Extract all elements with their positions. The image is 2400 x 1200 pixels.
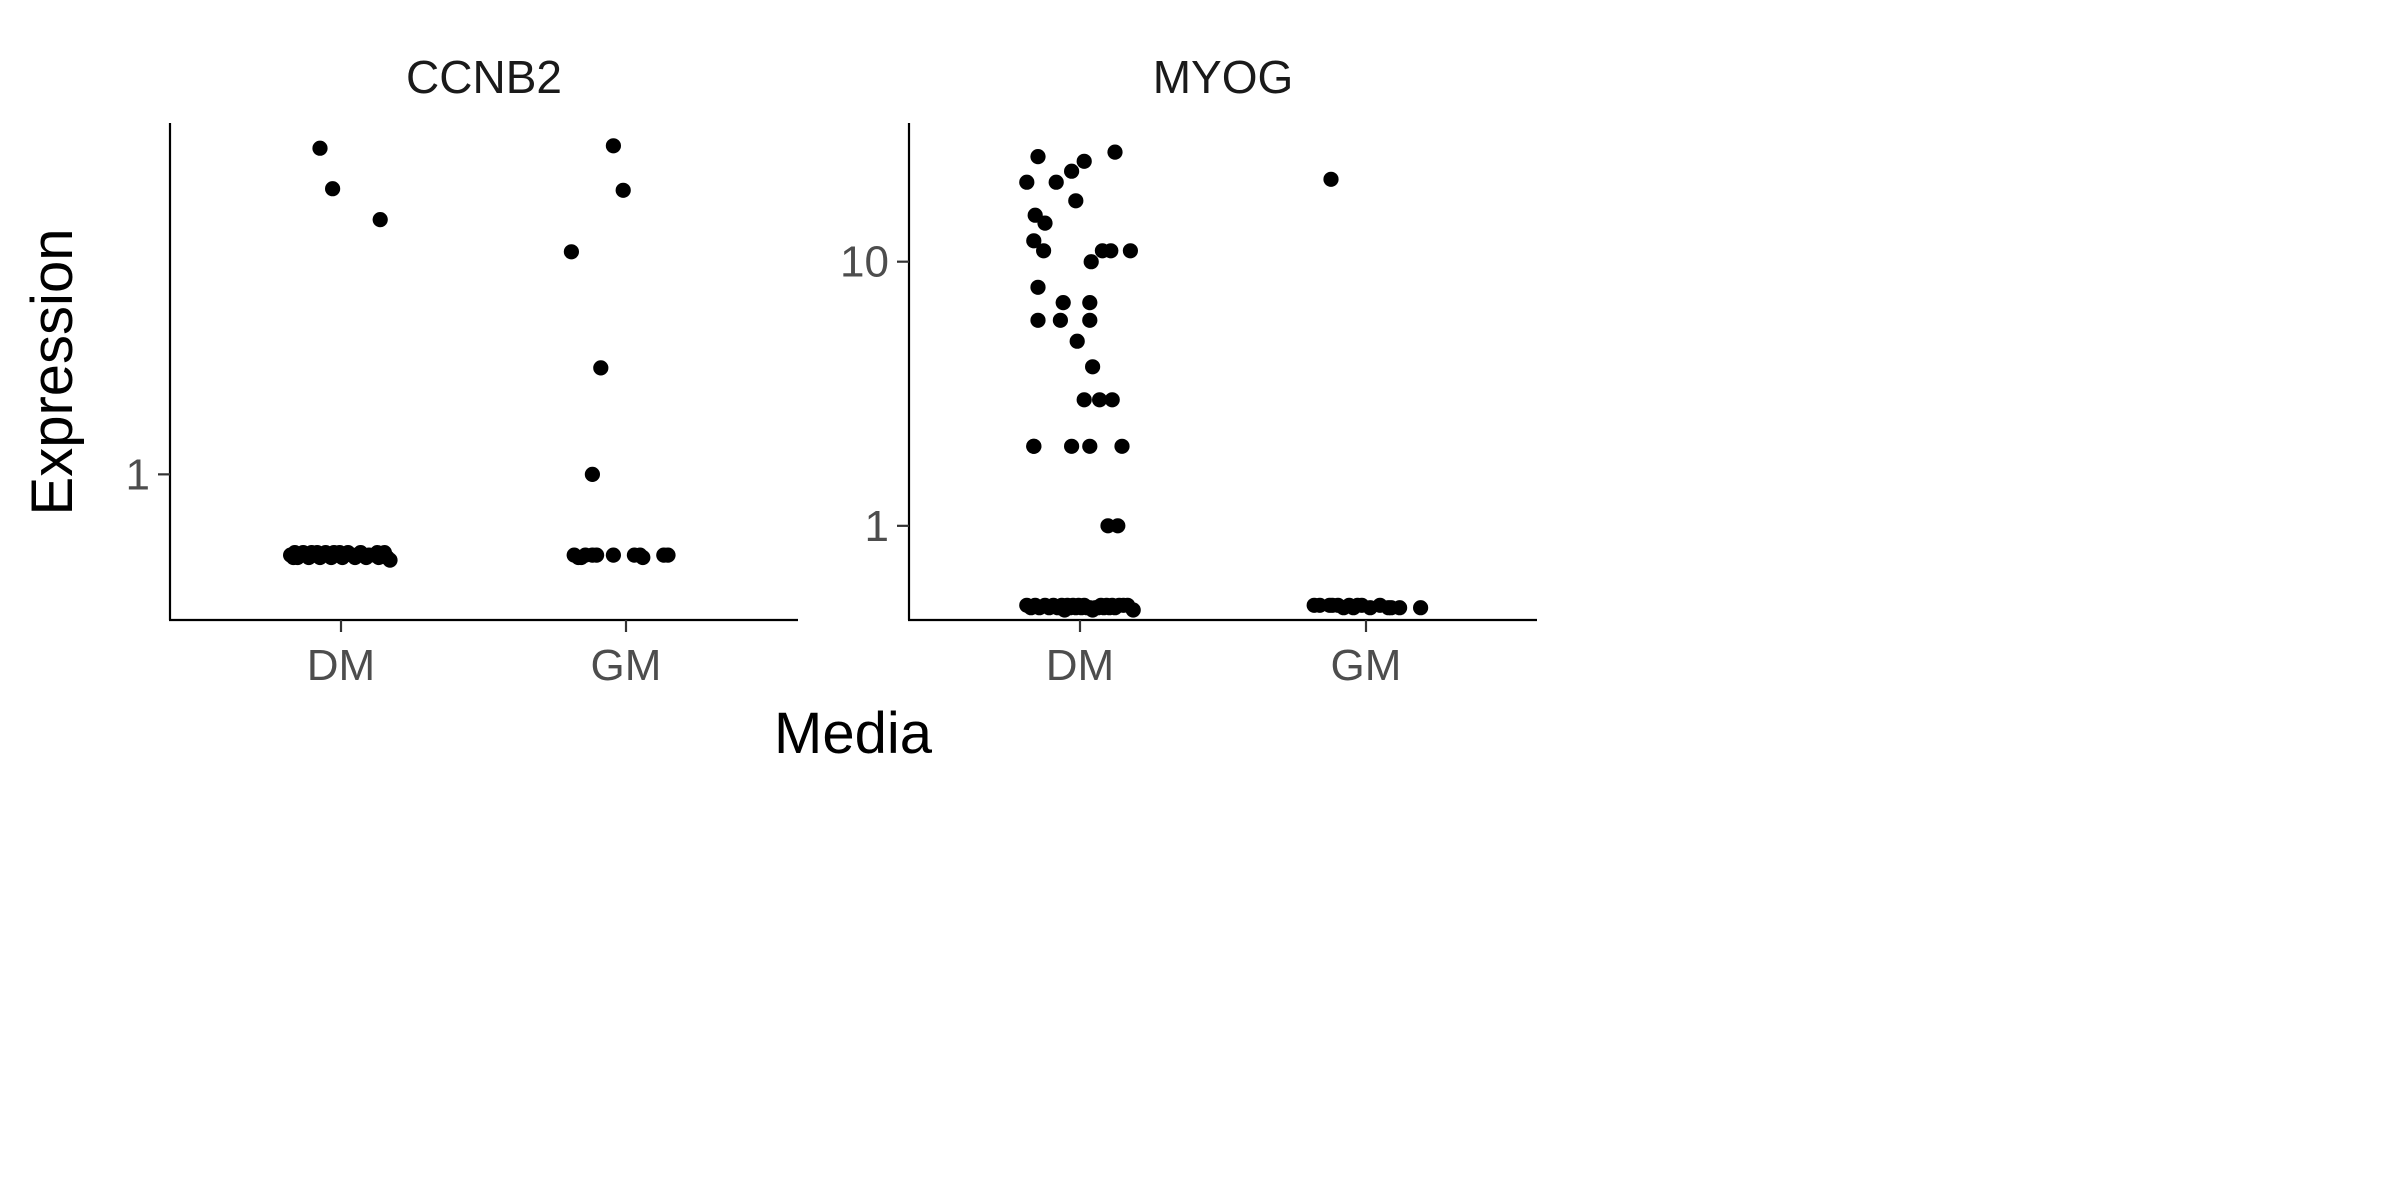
data-point-myog-gm bbox=[1413, 600, 1429, 616]
data-point-myog-dm bbox=[1068, 193, 1084, 209]
y-tick-label-1: 1 bbox=[865, 502, 889, 551]
data-point-ccnb2-gm bbox=[589, 547, 605, 563]
data-point-myog-dm bbox=[1037, 215, 1053, 231]
panel-ccnb2: CCNB2 1 DM GM bbox=[126, 51, 798, 690]
data-point-myog-dm bbox=[1107, 144, 1123, 160]
data-point-ccnb2-dm bbox=[325, 181, 341, 197]
data-point-ccnb2-gm bbox=[605, 138, 622, 154]
data-point-ccnb2-gm bbox=[593, 360, 609, 376]
data-point-myog-dm bbox=[1083, 254, 1099, 270]
data-point-myog-dm bbox=[1103, 243, 1119, 259]
x-axis-title: Media bbox=[774, 701, 933, 766]
data-point-myog-dm bbox=[1110, 518, 1126, 534]
x-tick-label-gm: GM bbox=[591, 641, 662, 690]
panel-myog: MYOG 1 10 DM GM bbox=[840, 51, 1537, 690]
data-point-myog-dm bbox=[1114, 438, 1130, 454]
data-point-myog-dm bbox=[1064, 163, 1080, 179]
y-axis-ticks: 1 bbox=[126, 450, 170, 499]
data-point-ccnb2-dm bbox=[382, 552, 398, 568]
data-point-ccnb2-gm bbox=[660, 547, 676, 563]
x-tick-label-dm: DM bbox=[1046, 641, 1114, 690]
y-axis-title: Expression bbox=[20, 229, 85, 516]
y-axis-ticks: 1 10 bbox=[840, 238, 909, 551]
data-point-myog-dm bbox=[1082, 438, 1098, 454]
chart-svg: CCNB2 1 DM GM MYOG 1 10 DM GM Media Expre… bbox=[20, 51, 1537, 766]
data-point-ccnb2-gm bbox=[615, 182, 631, 198]
data-point-myog-dm bbox=[1036, 243, 1052, 259]
data-point-myog-dm bbox=[1122, 243, 1138, 259]
x-tick-label-dm: DM bbox=[307, 641, 375, 690]
y-tick-label-1: 1 bbox=[126, 450, 150, 499]
panel-title-ccnb2: CCNB2 bbox=[406, 51, 562, 103]
x-tick-label-gm: GM bbox=[1331, 641, 1402, 690]
data-point-myog-dm bbox=[1064, 438, 1080, 454]
data-point-ccnb2-gm bbox=[605, 547, 622, 563]
data-point-myog-dm bbox=[1019, 174, 1035, 190]
data-point-myog-gm bbox=[1392, 600, 1408, 616]
data-point-myog-dm bbox=[1125, 602, 1141, 618]
data-point-myog-dm bbox=[1082, 295, 1098, 311]
data-point-myog-dm bbox=[1030, 149, 1046, 165]
data-point-myog-dm bbox=[1026, 438, 1042, 454]
data-point-ccnb2-dm bbox=[372, 212, 388, 228]
data-point-myog-gm bbox=[1323, 171, 1339, 187]
data-point-myog-dm bbox=[1069, 333, 1085, 349]
data-point-myog-dm bbox=[1030, 312, 1046, 328]
y-tick-label-10: 10 bbox=[840, 238, 889, 287]
data-point-myog-dm bbox=[1076, 392, 1092, 408]
data-point-ccnb2-gm bbox=[584, 466, 601, 482]
data-point-myog-dm bbox=[1076, 153, 1092, 169]
data-point-myog-dm bbox=[1052, 312, 1068, 328]
data-point-ccnb2-gm bbox=[563, 244, 580, 260]
data-point-myog-dm bbox=[1048, 174, 1064, 190]
points-myog bbox=[1019, 144, 1429, 618]
panel-title-myog: MYOG bbox=[1153, 51, 1294, 103]
chart: CCNB2 1 DM GM MYOG 1 10 DM GM Media Expre… bbox=[0, 0, 1560, 780]
points-ccnb2 bbox=[283, 138, 676, 568]
data-point-myog-dm bbox=[1085, 359, 1101, 375]
data-point-myog-dm bbox=[1104, 392, 1120, 408]
data-point-ccnb2-dm bbox=[312, 140, 328, 156]
data-point-myog-dm bbox=[1082, 312, 1098, 328]
data-point-ccnb2-gm bbox=[635, 549, 651, 566]
data-point-myog-dm bbox=[1092, 392, 1108, 408]
data-point-myog-dm bbox=[1030, 279, 1046, 295]
data-point-myog-dm bbox=[1055, 295, 1071, 311]
data-point-myog-dm bbox=[1026, 233, 1042, 249]
